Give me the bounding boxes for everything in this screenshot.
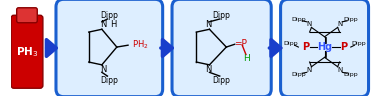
Text: Dipp: Dipp (213, 76, 231, 85)
Text: N: N (205, 20, 212, 29)
Text: Hg: Hg (317, 42, 332, 52)
Text: Dipp: Dipp (213, 11, 231, 20)
FancyBboxPatch shape (172, 0, 271, 96)
Text: =P: =P (234, 39, 247, 48)
Text: H: H (243, 54, 250, 63)
Text: PH$_3$: PH$_3$ (16, 45, 38, 59)
FancyBboxPatch shape (280, 0, 369, 96)
Text: Dipp: Dipp (291, 72, 306, 77)
Text: Dipp: Dipp (344, 72, 358, 77)
Text: H: H (110, 20, 116, 29)
Text: N: N (205, 65, 212, 74)
Text: N: N (306, 21, 311, 27)
Text: Dipp: Dipp (101, 76, 118, 85)
Text: N: N (338, 21, 343, 27)
Text: PH$_2$: PH$_2$ (132, 38, 149, 50)
Text: N: N (338, 67, 343, 73)
Text: Dipp: Dipp (344, 17, 358, 22)
FancyBboxPatch shape (17, 8, 37, 23)
Text: P: P (302, 42, 310, 52)
Text: Dipp: Dipp (291, 17, 306, 22)
Text: N: N (101, 20, 107, 29)
Text: Dipp: Dipp (351, 41, 366, 46)
FancyBboxPatch shape (56, 0, 163, 96)
Text: P: P (340, 42, 347, 52)
Text: N: N (306, 67, 311, 73)
Text: Dipp: Dipp (101, 11, 118, 20)
Text: N: N (101, 65, 107, 74)
FancyBboxPatch shape (11, 15, 43, 88)
Text: Dipp: Dipp (284, 41, 298, 46)
